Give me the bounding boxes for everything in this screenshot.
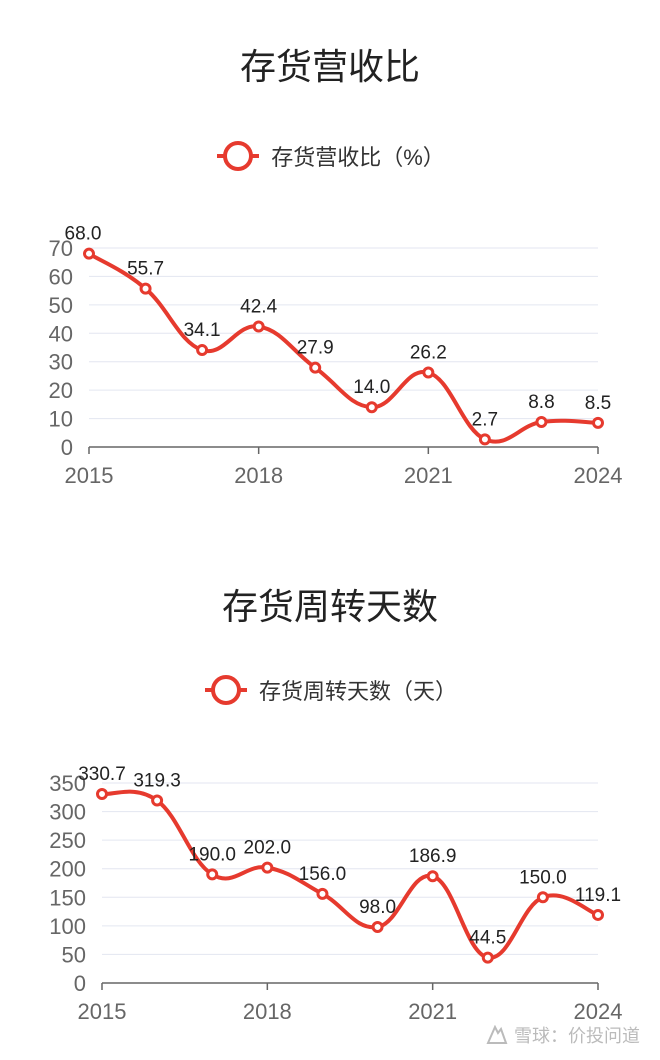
data-label: 68.0 — [65, 224, 102, 245]
data-point — [592, 416, 604, 429]
y-tick-label: 300 — [49, 800, 86, 825]
data-point — [83, 247, 95, 260]
watermark: 雪球：价投问道 — [486, 1022, 640, 1048]
data-label: 119.1 — [575, 885, 621, 906]
data-label: 150.0 — [519, 867, 567, 888]
data-point — [316, 887, 329, 900]
y-tick-label: 20 — [49, 378, 73, 403]
data-label: 55.7 — [127, 259, 164, 280]
data-label: 2.7 — [472, 409, 498, 430]
data-point — [371, 921, 384, 933]
data-point — [536, 891, 549, 904]
data-label: 98.0 — [359, 897, 396, 918]
y-tick-label: 200 — [49, 857, 86, 882]
data-point — [252, 320, 265, 333]
data-label: 42.4 — [240, 296, 277, 317]
y-tick-label: 250 — [49, 828, 86, 853]
legend-label: 存货营收比（%） — [271, 145, 445, 170]
legend-line-marker-icon — [204, 675, 247, 705]
data-point — [426, 870, 439, 883]
data-label: 14.0 — [353, 377, 390, 398]
data-point — [478, 433, 491, 446]
chart-inventory-revenue-ratio: 存货营收比 存货营收比（%） 0 10 20 30 40 50 60 70 2015 2018 20… — [0, 0, 660, 500]
x-tick-label: 2015 — [78, 999, 127, 1024]
data-label: 34.1 — [184, 320, 221, 341]
data-label: 190.0 — [188, 844, 236, 865]
series-line — [87, 251, 599, 444]
x-tick-label: 2015 — [65, 463, 114, 488]
data-label: 26.2 — [410, 343, 447, 364]
data-label: 8.5 — [585, 393, 611, 414]
y-tick-label: 0 — [74, 971, 86, 996]
data-label: 27.9 — [297, 338, 334, 359]
chart-legend: 存货周转天数（天） — [0, 674, 660, 706]
data-point — [139, 282, 152, 295]
y-tick-label: 50 — [62, 942, 86, 967]
data-point — [206, 868, 219, 881]
data-label: 44.5 — [469, 928, 506, 949]
data-point — [151, 794, 164, 807]
data-point — [422, 366, 435, 379]
x-tick-label: 2021 — [404, 463, 453, 488]
data-label: 319.3 — [133, 771, 181, 792]
data-label: 202.0 — [244, 838, 292, 859]
data-label: 186.9 — [409, 846, 457, 867]
y-tick-label: 10 — [49, 407, 73, 432]
watermark-text: 雪球：价投问道 — [514, 1026, 640, 1046]
data-point — [261, 861, 274, 874]
data-point — [196, 344, 209, 357]
x-tick-label: 2018 — [234, 463, 283, 488]
y-tick-label: 50 — [49, 293, 73, 318]
data-label: 330.7 — [78, 764, 126, 785]
data-point — [309, 361, 322, 374]
y-tick-label: 30 — [49, 350, 73, 375]
legend-label: 存货周转天数（天） — [258, 679, 457, 704]
y-tick-label: 60 — [49, 264, 73, 289]
chart-title: 存货营收比 — [239, 47, 420, 88]
y-tick-label: 350 — [49, 771, 86, 796]
chart-legend: 存货营收比（%） — [0, 140, 660, 172]
chart-plot-area: 0 10 20 30 40 50 60 70 2015 2018 2021 2024 68.0 55.7 3… — [49, 224, 623, 488]
y-tick-label: 0 — [61, 435, 73, 460]
legend-line-marker-icon — [217, 141, 260, 171]
data-label: 156.0 — [299, 864, 347, 885]
x-tick-label: 2018 — [243, 999, 292, 1024]
y-tick-label: 70 — [49, 236, 73, 261]
data-point — [96, 788, 108, 801]
data-point — [592, 908, 604, 921]
y-tick-label: 40 — [49, 321, 73, 346]
data-point — [481, 951, 494, 964]
x-tick-label: 2024 — [574, 463, 623, 488]
chart-title: 存货周转天数 — [221, 587, 438, 628]
x-tick-label: 2024 — [574, 999, 623, 1024]
series-line — [101, 789, 599, 960]
data-point — [535, 415, 548, 428]
y-tick-label: 150 — [49, 885, 86, 910]
data-point — [365, 401, 378, 414]
y-tick-label: 100 — [49, 914, 86, 939]
snowball-logo-icon — [486, 1025, 508, 1044]
data-label: 8.8 — [528, 392, 554, 413]
x-tick-label: 2021 — [408, 999, 457, 1024]
